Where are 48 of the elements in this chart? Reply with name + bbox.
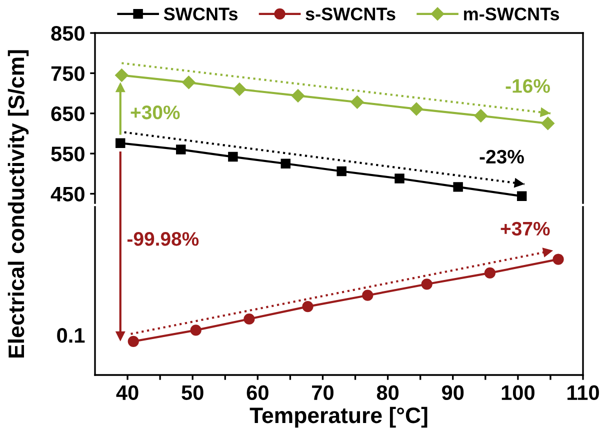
legend-label: m-SWCNTs bbox=[464, 8, 560, 20]
point bbox=[116, 138, 126, 148]
point bbox=[474, 109, 488, 122]
point bbox=[190, 324, 202, 336]
x-tick-label: 90 bbox=[442, 385, 464, 400]
x-tick-label: 40 bbox=[116, 385, 138, 400]
point bbox=[362, 290, 374, 301]
y-tick-label: 650 bbox=[51, 106, 84, 122]
y-tick-label: 750 bbox=[51, 66, 84, 81]
point bbox=[128, 336, 139, 347]
point bbox=[244, 313, 255, 325]
point bbox=[302, 301, 314, 312]
point bbox=[176, 144, 186, 154]
annotation: -23% bbox=[480, 150, 524, 164]
x-tick-label: 100 bbox=[502, 385, 534, 400]
x-axis-title: Temperature [°C] bbox=[250, 406, 428, 428]
x-tick-label: 110 bbox=[568, 385, 599, 400]
x-tick-label: 70 bbox=[312, 385, 334, 400]
y-axis-title: Electrical conductivity [S/cm] bbox=[8, 50, 29, 358]
point bbox=[182, 76, 196, 90]
annotation: +37% bbox=[500, 222, 550, 236]
y-tick-label: 550 bbox=[51, 146, 84, 162]
point bbox=[350, 96, 364, 109]
y-tick-label: 850 bbox=[51, 26, 84, 41]
point bbox=[280, 158, 291, 168]
point bbox=[336, 166, 346, 176]
annotation: +30% bbox=[130, 106, 180, 120]
point bbox=[228, 152, 238, 162]
legend-label: s-SWCNTs bbox=[306, 8, 396, 20]
x-tick-label: 50 bbox=[182, 385, 204, 400]
x-tick-label: 80 bbox=[376, 385, 399, 400]
point bbox=[394, 174, 404, 184]
annotation: -16% bbox=[506, 79, 550, 93]
text: -99.98% bbox=[127, 232, 199, 246]
y-tick-label: 450 bbox=[50, 186, 84, 202]
point bbox=[115, 68, 128, 82]
point bbox=[421, 278, 432, 290]
point bbox=[410, 102, 424, 116]
point bbox=[516, 191, 527, 202]
text: 0.1 bbox=[57, 328, 85, 343]
point bbox=[541, 116, 554, 130]
point bbox=[291, 89, 305, 102]
point bbox=[484, 267, 496, 279]
x-tick-label: 60 bbox=[246, 385, 268, 400]
point bbox=[232, 82, 246, 96]
point bbox=[453, 182, 463, 192]
legend-label: SWCNTs bbox=[164, 8, 238, 20]
point bbox=[552, 254, 564, 265]
